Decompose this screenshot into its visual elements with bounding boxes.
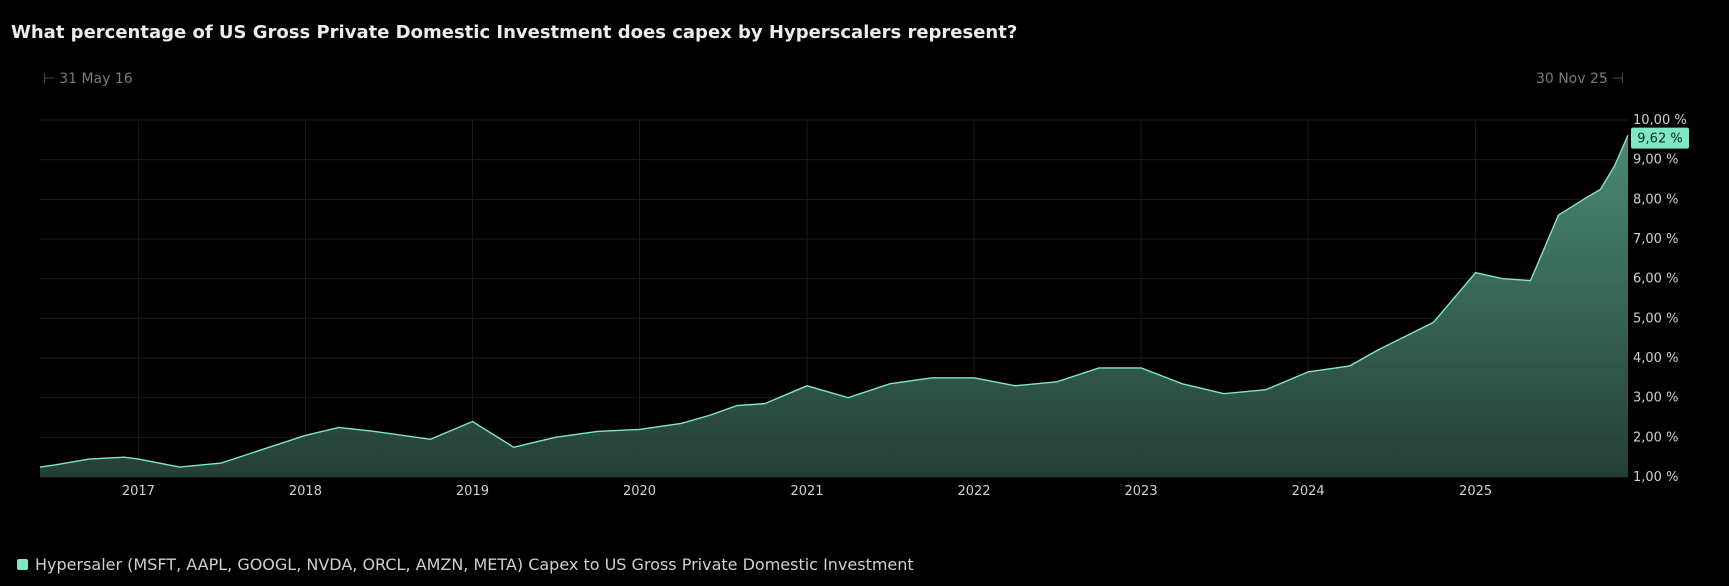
x-tick-label: 2022 <box>957 484 990 499</box>
range-start-label[interactable]: ⊢ 31 May 16 <box>39 71 133 87</box>
x-tick-label: 2024 <box>1292 484 1325 499</box>
series-area <box>40 135 1628 477</box>
x-tick-label: 2023 <box>1125 484 1158 499</box>
y-tick-label: 10,00 % <box>1633 113 1687 128</box>
range-end-label[interactable]: 30 Nov 25 ⊣ <box>1536 71 1628 87</box>
x-tick-label: 2021 <box>790 484 823 499</box>
last-value-label: 9,62 % <box>1637 132 1682 147</box>
y-tick-label: 2,00 % <box>1633 430 1678 445</box>
range-start-marker-icon: ⊢ <box>43 71 56 87</box>
range-end-marker-icon: ⊣ <box>1611 71 1624 87</box>
x-tick-label: 2017 <box>122 484 155 499</box>
series-line <box>39 134 1629 468</box>
y-tick-label: 4,00 % <box>1633 351 1678 366</box>
chart-title: What percentage of US Gross Private Dome… <box>11 22 1018 43</box>
y-tick-label: 9,00 % <box>1633 153 1678 168</box>
y-tick-label: 3,00 % <box>1633 391 1678 406</box>
last-value-badge <box>1631 127 1689 149</box>
legend[interactable]: Hypersaler (MSFT, AAPL, GOOGL, NVDA, ORC… <box>17 555 914 574</box>
x-tick-label: 2019 <box>456 484 489 499</box>
range-start-date: 31 May 16 <box>59 71 133 87</box>
y-tick-label: 6,00 % <box>1633 272 1678 287</box>
x-tick-label: 2020 <box>623 484 656 499</box>
y-tick-label: 8,00 % <box>1633 192 1678 207</box>
range-end-date: 30 Nov 25 <box>1535 71 1608 87</box>
legend-swatch-icon <box>17 559 28 570</box>
x-tick-label: 2025 <box>1459 484 1492 499</box>
y-tick-label: 1,00 % <box>1633 470 1678 485</box>
legend-label: Hypersaler (MSFT, AAPL, GOOGL, NVDA, ORC… <box>35 555 914 574</box>
y-tick-label: 5,00 % <box>1633 311 1678 326</box>
y-tick-label: 7,00 % <box>1633 232 1678 247</box>
x-tick-label: 2018 <box>289 484 322 499</box>
